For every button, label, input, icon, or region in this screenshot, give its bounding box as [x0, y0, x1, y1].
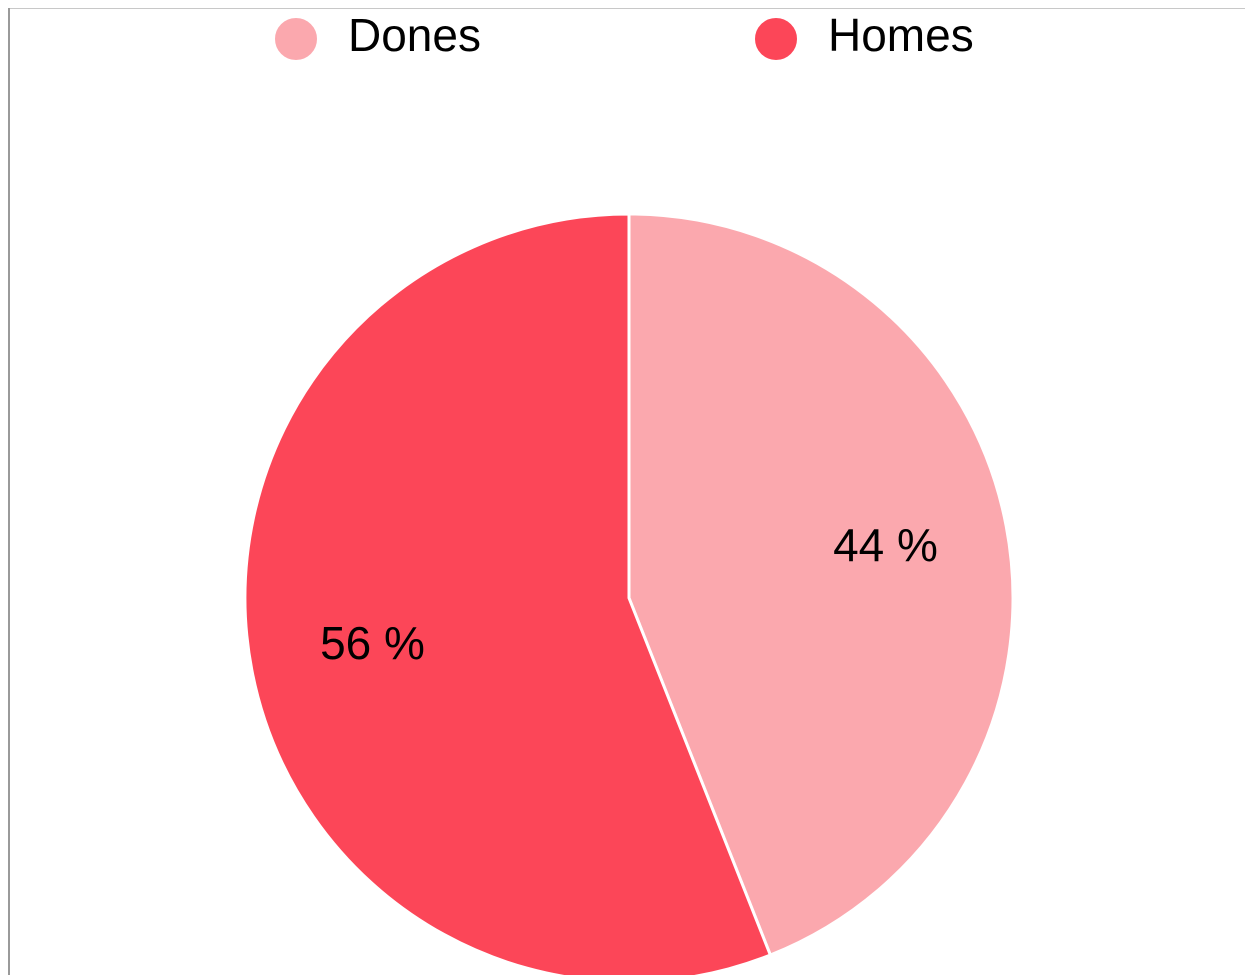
pie-slice-homes[interactable]: [243, 212, 773, 975]
legend-swatch-homes: [753, 16, 799, 62]
pie-slices: [243, 212, 1015, 975]
legend-swatch-dones: [273, 16, 319, 62]
slice-label-homes: 56 %: [320, 617, 425, 669]
legend-label-dones: Dones: [348, 9, 481, 61]
pie-slice-dones[interactable]: [627, 212, 1015, 957]
frame-left-border: [8, 8, 10, 975]
frame-top-border: [8, 8, 1245, 9]
legend-label-homes: Homes: [828, 9, 974, 61]
legend-item-dones[interactable]: Dones: [273, 9, 481, 62]
slice-label-dones: 44 %: [833, 519, 938, 571]
slice-labels: 44 % 56 %: [320, 519, 938, 669]
legend-item-homes[interactable]: Homes: [753, 9, 974, 62]
legend: Dones Homes: [273, 9, 974, 62]
